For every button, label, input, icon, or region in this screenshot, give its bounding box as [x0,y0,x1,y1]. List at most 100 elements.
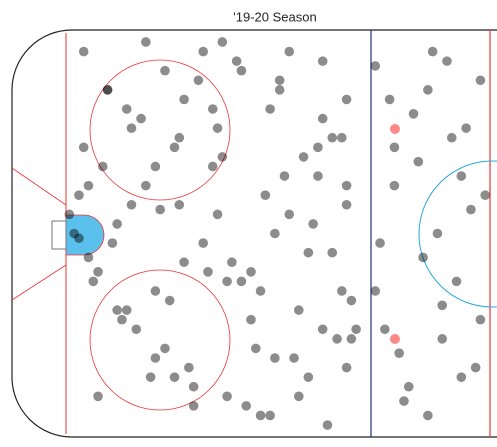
shot-point [461,123,471,133]
shot-point [456,171,467,181]
shot-point [346,334,357,344]
shot-point [207,104,218,114]
shot-point [451,276,462,287]
shot-point [408,108,419,119]
shot-point [437,300,448,311]
shot-point [150,161,161,172]
shot-point [188,401,199,411]
shot-point [399,396,409,406]
shot-point [121,305,132,315]
shot-point [308,219,318,229]
shot-point [184,362,194,373]
shot-point [217,37,228,47]
shot-point [341,199,352,210]
shot-point [370,286,381,296]
shot-point [423,85,433,95]
shot-point [222,391,232,402]
shot-point [298,152,309,162]
shot-point [446,132,457,143]
shot-point [475,314,486,325]
shot-point [121,104,132,114]
shot-point [389,180,400,191]
shot-point [437,334,448,344]
shot-point [317,56,328,66]
shot-point [341,180,352,191]
shot-point [341,94,352,105]
shot-point [284,209,295,220]
shot-point [423,410,433,421]
shot-point [332,334,342,344]
shot-point [69,228,79,239]
shot-point [102,85,113,95]
shot-point [317,113,328,124]
shot-point [117,314,127,325]
shot-point [246,314,256,325]
shot-point [150,353,161,363]
shot-point [98,161,108,172]
shot-point [126,123,137,133]
shot-point [337,286,347,296]
shot-point [270,228,280,239]
shot-point [141,37,151,47]
shot-point [337,132,347,143]
shot-point [217,152,228,162]
shot-point [270,353,280,363]
shot-point [207,161,218,172]
shot-point [78,46,89,57]
shot-point [179,94,189,105]
shot-point [294,305,304,315]
shot-point [212,123,223,133]
shot-point [427,46,438,57]
shot-point [327,247,338,258]
shot-point [169,142,180,153]
shot-point [222,276,232,287]
shot-point [284,46,295,57]
shot-point [480,190,491,200]
shot-point [279,171,290,181]
shot-point [107,238,118,248]
shot-point [317,324,328,335]
shot-point [169,372,180,382]
shot-point [212,209,223,220]
shot-point [346,295,357,306]
shot-point [413,156,424,167]
shot-point [274,85,285,95]
shot-point [174,132,185,143]
shot-point [250,343,261,354]
shot-point [380,324,390,335]
shot-point [351,324,361,335]
shot-point [141,180,151,191]
shot-point [145,372,156,382]
shot-point [341,362,352,373]
shot-point [193,75,204,86]
shot-point [294,391,304,402]
shot-point [150,286,161,296]
rink [11,29,497,438]
chart-title: '19-20 Season [233,9,316,24]
shot-point [384,94,395,105]
shot-point [442,56,452,66]
shot-point [126,199,137,210]
shot-point [231,56,242,66]
shot-point [227,257,237,268]
shot-point [466,204,476,215]
shot-point [418,252,428,263]
shot-point [155,204,165,215]
shot-point [160,65,170,76]
shot-point [93,391,103,402]
shot-point [303,247,314,258]
shot-point [246,267,256,277]
shot-point [179,257,189,268]
shot-point [456,372,467,382]
shot-point [394,348,404,359]
shot-point [136,113,146,124]
shot-point [83,252,94,263]
shot-point [160,343,170,354]
shot-point [112,305,122,315]
shot-point [313,171,323,181]
shot-point [274,75,285,86]
shot-point [236,65,247,76]
shot-point [188,381,199,392]
shot-point [313,142,323,153]
